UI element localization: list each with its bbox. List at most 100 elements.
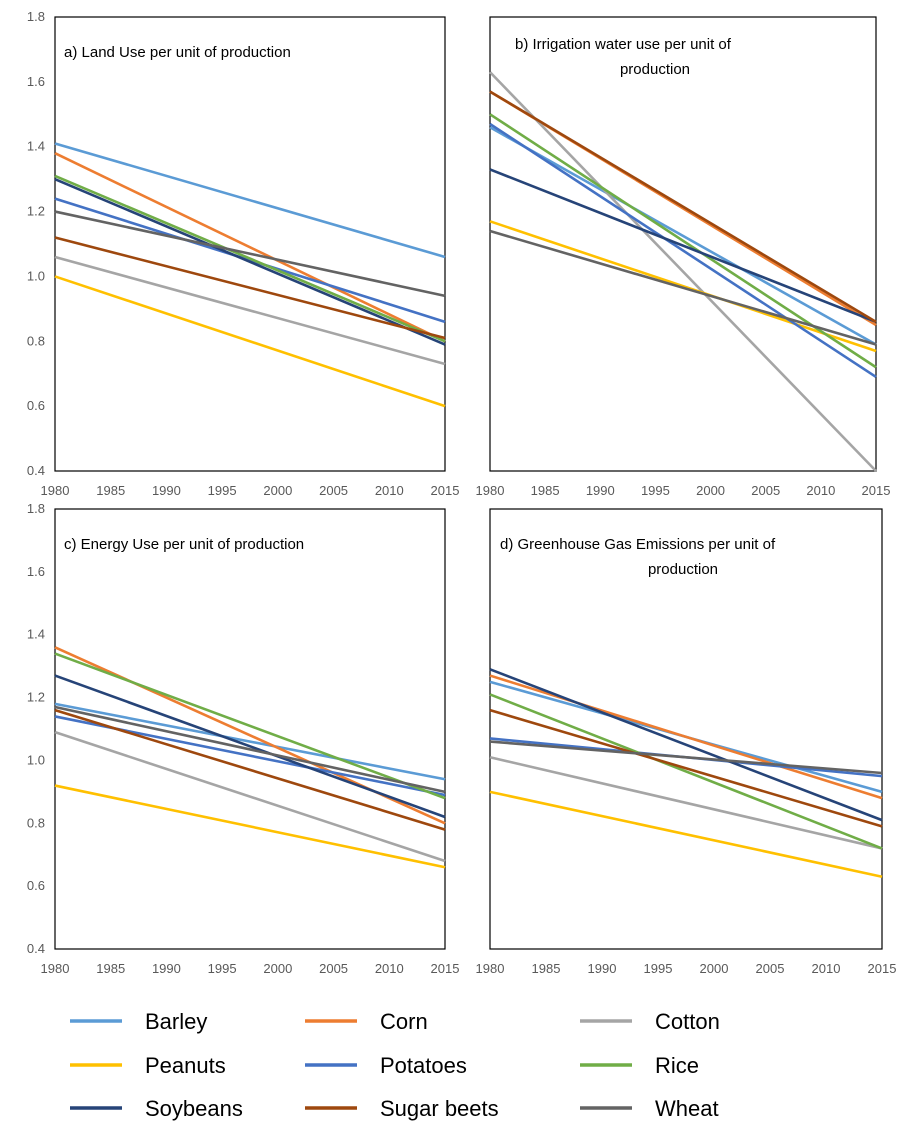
panel-title: d) Greenhouse Gas Emissions per unit of (500, 536, 776, 553)
x-tick-label: 1985 (532, 961, 561, 976)
y-tick-label: 1.6 (27, 564, 45, 579)
x-tick-label: 2015 (868, 961, 897, 976)
legend-label: Soybeans (145, 1096, 243, 1121)
series-line-corn (54, 152, 446, 343)
x-tick-label: 1980 (476, 961, 505, 976)
y-tick-label: 0.6 (27, 878, 45, 893)
y-tick-label: 0.4 (27, 941, 45, 956)
legend-item: Peanuts (70, 1053, 226, 1078)
x-tick-label: 2005 (319, 483, 348, 498)
x-tick-label: 2000 (263, 961, 292, 976)
legend-item: Potatoes (305, 1053, 467, 1078)
x-tick-label: 2005 (319, 961, 348, 976)
series-line-wheat (54, 705, 446, 794)
x-tick-label: 2005 (756, 961, 785, 976)
panel-title: c) Energy Use per unit of production (64, 536, 304, 553)
x-tick-label: 1980 (476, 483, 505, 498)
legend-item: Cotton (580, 1009, 720, 1034)
legend-label: Cotton (655, 1009, 720, 1034)
legend-label: Barley (145, 1009, 207, 1034)
series-line-wheat (489, 229, 877, 346)
x-tick-label: 2000 (263, 483, 292, 498)
x-tick-label: 1985 (531, 483, 560, 498)
y-tick-label: 1.4 (27, 139, 45, 154)
x-tick-label: 1995 (644, 961, 673, 976)
x-tick-label: 2010 (375, 961, 404, 976)
x-tick-label: 2000 (700, 961, 729, 976)
series-line-peanuts (489, 220, 877, 353)
legend-label: Rice (655, 1053, 699, 1078)
series-line-cotton (54, 255, 446, 366)
legend-item: Wheat (580, 1096, 719, 1121)
series-line-corn (489, 674, 883, 800)
series-line-barley (54, 142, 446, 259)
legend-label: Peanuts (145, 1053, 226, 1078)
panel-title: b) Irrigation water use per unit of (515, 36, 732, 53)
panel-a: 1980 1985 1990 1995 2000 2005 2010 2015 0.4 0.6 0.… (27, 9, 460, 498)
plot-frame (54, 508, 446, 950)
series-line-cotton (489, 756, 883, 850)
y-tick-label: 1.8 (27, 9, 45, 24)
y-tick-label: 1.6 (27, 74, 45, 89)
series-line-soybeans (54, 177, 446, 346)
series-line-potatoes (489, 122, 877, 379)
series-line-cotton (54, 730, 446, 863)
panel-title: production (620, 61, 690, 78)
x-tick-label: 2015 (431, 961, 460, 976)
series-line-soybeans (489, 668, 883, 822)
series-line-soybeans (489, 168, 877, 324)
x-tick-label: 1995 (208, 483, 237, 498)
plot-frame (489, 16, 877, 472)
y-tick-label: 1.4 (27, 627, 45, 642)
series-line-rice (54, 174, 446, 343)
series-line-sugar-beets (489, 90, 877, 323)
x-tick-label: 2010 (812, 961, 841, 976)
x-tick-label: 1990 (152, 961, 181, 976)
y-tick-label: 0.4 (27, 463, 45, 478)
x-tick-label: 2015 (431, 483, 460, 498)
x-tick-label: 2000 (696, 483, 725, 498)
legend-label: Wheat (655, 1096, 719, 1121)
y-tick-label: 1.8 (27, 501, 45, 516)
series-line-soybeans (54, 674, 446, 819)
panel-c: 1980 1985 1990 1995 2000 2005 2010 2015 0.4 0.6 0.… (27, 501, 460, 976)
y-tick-label: 0.8 (27, 333, 45, 348)
series-line-peanuts (54, 784, 446, 869)
legend-item: Barley (70, 1009, 207, 1034)
legend-item: Soybeans (70, 1096, 243, 1121)
y-tick-label: 1.0 (27, 752, 45, 767)
plot-frame (489, 508, 883, 950)
legend-item: Sugar beets (305, 1096, 499, 1121)
x-tick-label: 2010 (375, 483, 404, 498)
series-line-sugar-beets (54, 236, 446, 340)
series-line-sugar-beets (54, 708, 446, 831)
x-tick-label: 2010 (806, 483, 835, 498)
y-tick-label: 0.8 (27, 815, 45, 830)
x-tick-label: 1995 (641, 483, 670, 498)
legend-item: Corn (305, 1009, 428, 1034)
legend-item: Rice (580, 1053, 699, 1078)
series-line-potatoes (54, 197, 446, 324)
plot-frame (54, 16, 446, 472)
panel-title: production (648, 561, 718, 578)
y-tick-label: 1.2 (27, 204, 45, 219)
legend-label: Potatoes (380, 1053, 467, 1078)
x-tick-label: 2005 (751, 483, 780, 498)
x-tick-label: 1985 (96, 483, 125, 498)
y-tick-label: 0.6 (27, 398, 45, 413)
x-tick-label: 2015 (862, 483, 891, 498)
series-line-sugar-beets (489, 708, 883, 828)
panel-b: 1980 1985 1990 1995 2000 2005 2010 2015 b) Irrig… (476, 16, 891, 498)
series-line-rice (489, 693, 883, 850)
y-tick-label: 1.0 (27, 268, 45, 283)
x-tick-label: 1990 (152, 483, 181, 498)
legend: Barley Corn Cotton Peanuts Potatoes Rice Soybe… (70, 1009, 720, 1121)
x-tick-label: 1980 (41, 961, 70, 976)
series-line-peanuts (54, 275, 446, 408)
x-tick-label: 1985 (96, 961, 125, 976)
series-line-wheat (54, 210, 446, 298)
x-tick-label: 1990 (588, 961, 617, 976)
series-line-peanuts (489, 790, 883, 878)
y-tick-label: 1.2 (27, 690, 45, 705)
